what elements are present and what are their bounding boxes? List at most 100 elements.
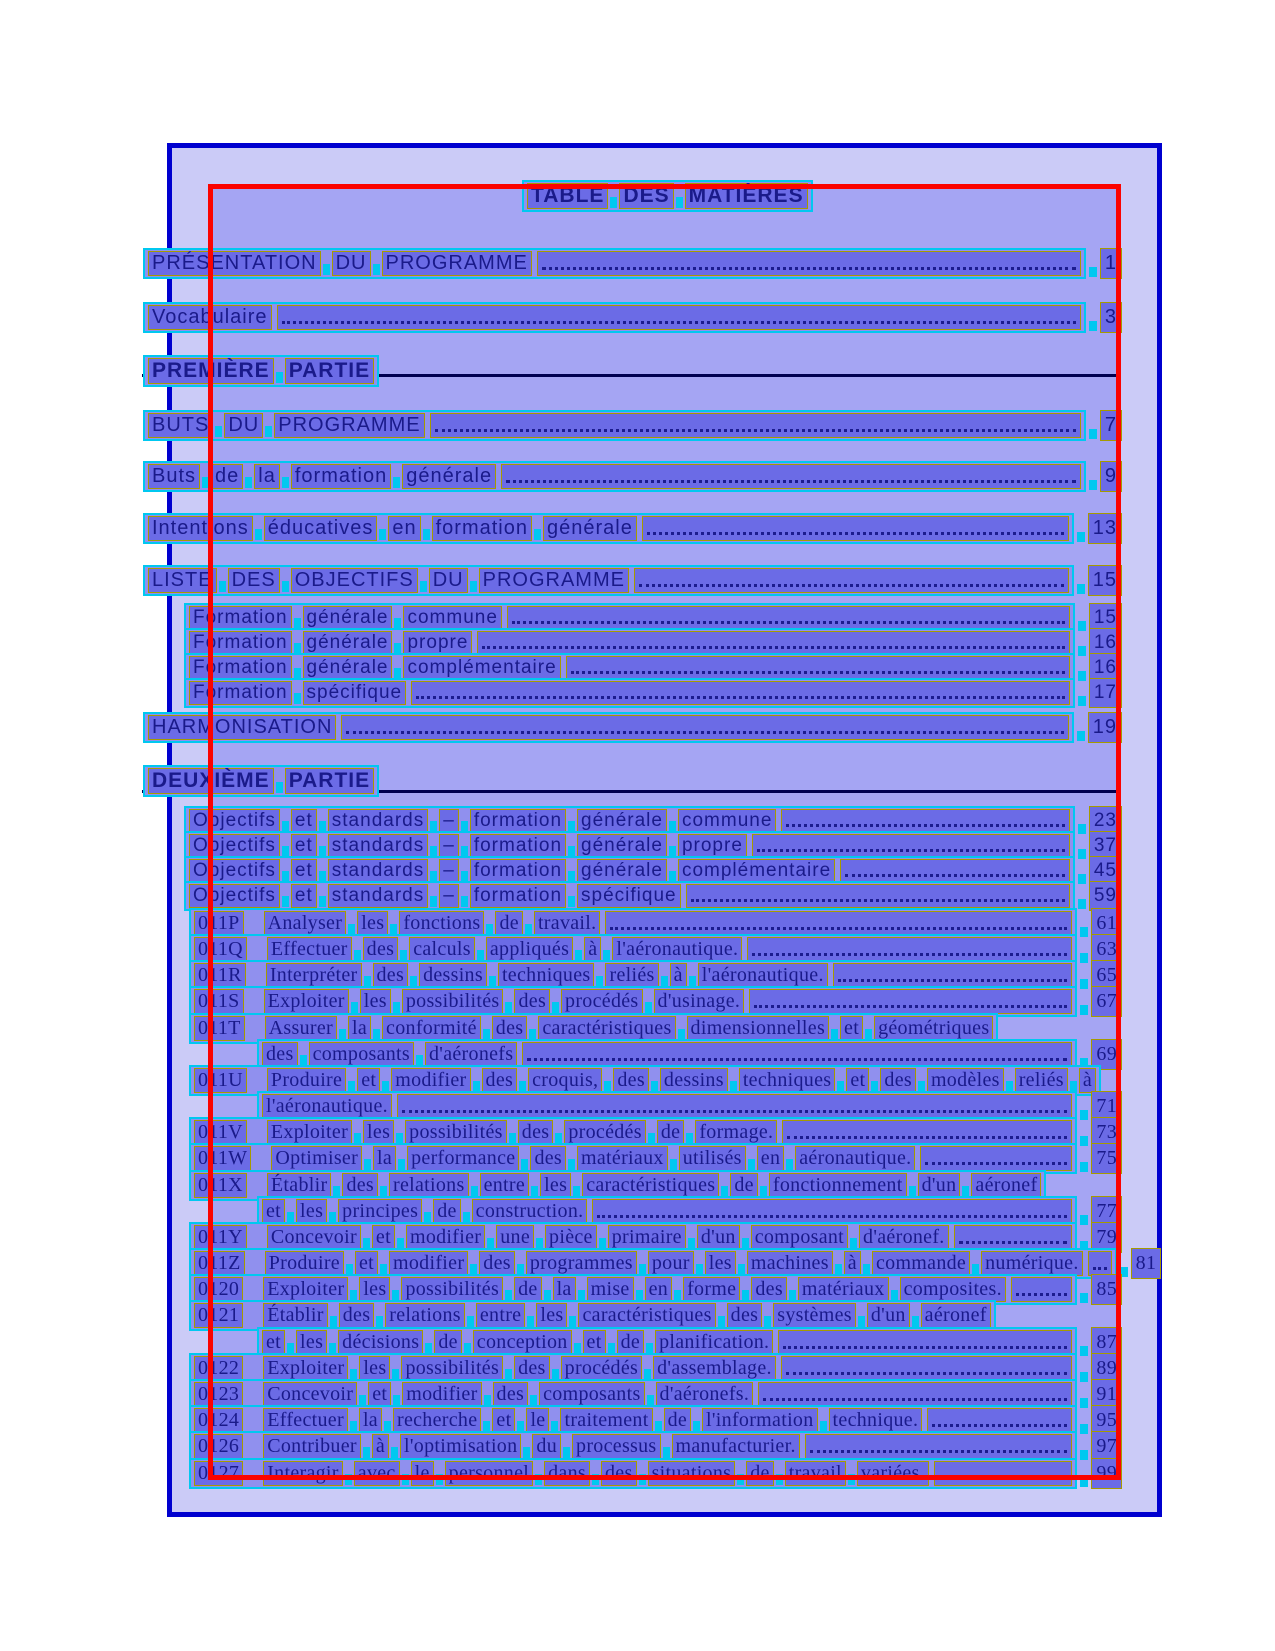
- objective-code: 011U: [194, 1068, 247, 1093]
- toc-entry-0120: 0120 Exploiter les possibilités de la mise en fo…: [189, 1274, 1122, 1305]
- ocr-word-box: Produire: [266, 1068, 347, 1093]
- ocr-word-box: conception: [472, 1330, 572, 1355]
- toc-entry: Intentions éducatives en formation générale 1…: [143, 513, 1122, 544]
- ocr-word-box: –: [439, 809, 459, 833]
- dot-leader: [804, 1434, 1073, 1459]
- ocr-space-marker: [555, 1133, 563, 1144]
- ocr-word-box: de: [730, 1173, 758, 1198]
- ocr-space-marker: [380, 1186, 387, 1197]
- ocr-word-box: les: [540, 1173, 572, 1198]
- ocr-word-box: commune: [403, 606, 502, 630]
- ocr-word-box: Exploiter: [263, 1277, 349, 1302]
- ocr-space-marker: [348, 1081, 356, 1092]
- ocr-space-marker: [737, 1264, 745, 1275]
- ocr-space-marker: [202, 477, 210, 488]
- ocr-word-box: DU: [428, 568, 468, 593]
- ocr-line-box: DEUXIÈME PARTIE: [143, 765, 380, 797]
- ocr-space-marker: [245, 477, 253, 488]
- ocr-word-box: PROGRAMME: [381, 251, 532, 276]
- ocr-space-marker: [1077, 646, 1086, 656]
- ocr-word-box: Exploiter: [266, 1120, 353, 1145]
- ocr-space-marker: [1077, 849, 1086, 859]
- ocr-space-marker: [523, 1447, 531, 1458]
- ocr-space-marker: [568, 821, 576, 832]
- ocr-word-box: calculs: [409, 937, 475, 962]
- ocr-word-box: de: [495, 911, 523, 936]
- ocr-word-box: processus: [572, 1434, 661, 1459]
- ocr-space-marker: [359, 1395, 367, 1406]
- ocr-space-marker: [463, 1343, 471, 1354]
- ocr-space-marker: [536, 1238, 544, 1249]
- dot-leader: [832, 963, 1073, 988]
- ocr-line-box: Objectifs et standards – formation spécifique: [184, 881, 1075, 911]
- ocr-space-marker: [476, 950, 484, 961]
- dot-leader: [778, 1330, 1073, 1355]
- ocr-space-marker: [647, 1133, 655, 1144]
- ocr-word-box: et: [262, 1199, 286, 1224]
- toc-entry-011W: 011W Optimiser la performance des matériaux ut…: [189, 1143, 1122, 1174]
- ocr-word-box: des: [880, 1068, 916, 1093]
- ocr-line-box: 0127 Interagir avec le personnel dans des situa…: [189, 1458, 1078, 1489]
- ocr-space-marker: [287, 1212, 295, 1223]
- ocr-space-marker: [293, 668, 301, 679]
- ocr-space-marker: [741, 1238, 749, 1249]
- ocr-space-marker: [644, 1369, 652, 1380]
- ocr-word-box: et: [371, 1225, 395, 1250]
- ocr-space-marker: [650, 1081, 658, 1092]
- dot-leader: [411, 681, 1070, 705]
- objective-code: 011R: [194, 963, 246, 988]
- ocr-space-marker: [287, 1343, 295, 1354]
- ocr-space-marker: [483, 1395, 491, 1406]
- ocr-word-box: et: [368, 1382, 392, 1407]
- ocr-word-box: utilisés: [678, 1146, 746, 1171]
- ocr-space-marker: [687, 1238, 695, 1249]
- ocr-space-marker: [638, 1264, 646, 1275]
- ocr-word-box: des: [514, 989, 551, 1014]
- ocr-space-marker: [654, 1421, 662, 1432]
- ocr-space-marker: [644, 1002, 652, 1013]
- ocr-space-marker: [391, 1447, 399, 1458]
- ocr-space-marker: [379, 529, 387, 540]
- ocr-word-box: aéronautique.: [795, 1146, 916, 1171]
- dot-leader: [506, 606, 1070, 630]
- dot-leader: [396, 1094, 1073, 1119]
- ocr-word-box: mise: [586, 1277, 634, 1302]
- ocr-word-box: de: [434, 1330, 462, 1355]
- ocr-space-marker: [322, 264, 330, 275]
- ocr-word-box: possibilités: [405, 1120, 507, 1145]
- toc-entry-011T: 011T Assurer la conformité des caractéristiqu…: [189, 1013, 999, 1044]
- dot-leader: [751, 834, 1070, 858]
- ocr-space-marker: [837, 1081, 845, 1092]
- toc-entry: DEUXIÈME PARTIE: [143, 765, 380, 797]
- dot-leader: [501, 464, 1081, 489]
- ocr-word-box: des: [726, 1303, 763, 1328]
- ocr-word-box: Concevoir: [266, 1225, 361, 1250]
- ocr-word-box: Effectuer: [263, 1408, 348, 1433]
- ocr-space-marker: [592, 1474, 599, 1485]
- ocr-word-box: le: [526, 1408, 550, 1433]
- ocr-space-marker: [350, 1369, 358, 1380]
- ocr-word-box: PRÉSENTATION: [148, 251, 321, 276]
- ocr-word-box: PARTIE: [284, 768, 375, 794]
- ocr-word-box: les: [359, 1277, 391, 1302]
- ocr-word-box: techniques: [738, 1068, 836, 1093]
- dot-leader: [522, 1042, 1073, 1067]
- ocr-space-marker: [1080, 1372, 1089, 1382]
- ocr-space-marker: [1080, 927, 1089, 937]
- dot-leader: [933, 1461, 1073, 1486]
- ocr-line-box: 011R Interpréter des dessins techniques relié…: [189, 960, 1078, 991]
- ocr-space-marker: [1077, 874, 1086, 884]
- ocr-space-marker: [911, 1316, 919, 1327]
- ocr-word-box: modifier: [389, 1251, 469, 1276]
- ocr-space-marker: [831, 1029, 839, 1040]
- ocr-word-box: modifier: [405, 1225, 486, 1250]
- ocr-space-marker: [1080, 1215, 1089, 1225]
- dot-leader: [685, 884, 1070, 908]
- ocr-space-marker: [551, 1369, 559, 1380]
- ocr-space-marker: [254, 529, 262, 540]
- ocr-word-box: dans: [544, 1461, 590, 1486]
- ocr-space-marker: [460, 821, 468, 832]
- ocr-word-box: de: [663, 1408, 692, 1433]
- ocr-word-box: les: [357, 911, 389, 936]
